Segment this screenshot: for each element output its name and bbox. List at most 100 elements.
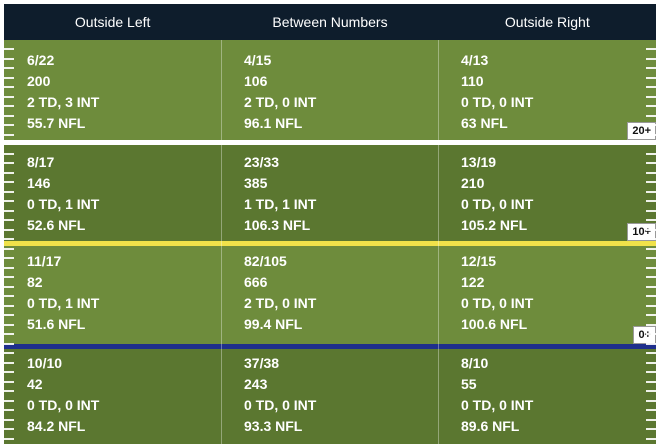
- hash-tick: [646, 295, 656, 297]
- white-line-20: [4, 140, 656, 145]
- hash-tick: [4, 286, 14, 288]
- yards: 210: [461, 175, 485, 191]
- hash-tick: [4, 428, 14, 430]
- yards: 385: [244, 175, 268, 191]
- hash-tick: [646, 96, 656, 98]
- hash-tick: [646, 219, 656, 221]
- hash-tick: [4, 248, 14, 250]
- hash-tick: [4, 257, 14, 259]
- hash-tick: [4, 96, 14, 98]
- hash-tick: [4, 409, 14, 411]
- zone-behind-line: 10/10 42 0 TD, 0 INT 84.2 NFL 37/38 243 …: [4, 349, 656, 444]
- hash-tick: [646, 267, 656, 269]
- hash-tick: [646, 428, 656, 430]
- hash-tick: [646, 238, 656, 240]
- hash-tick: [4, 86, 14, 88]
- nfl-rating: 105.2 NFL: [461, 217, 528, 233]
- hash-tick: [646, 276, 656, 278]
- completions: 6/22: [27, 52, 55, 68]
- cell-outside-right-behind: 8/10 55 0 TD, 0 INT 89.6 NFL: [438, 349, 655, 444]
- nfl-rating: 96.1 NFL: [244, 115, 303, 131]
- completions: 8/10: [461, 355, 489, 371]
- nfl-rating: 84.2 NFL: [27, 418, 86, 434]
- td-int: 0 TD, 0 INT: [461, 196, 534, 212]
- hash-tick: [646, 409, 656, 411]
- nfl-rating: 55.7 NFL: [27, 115, 86, 131]
- completions: 11/17: [27, 253, 62, 269]
- column-header-between-numbers: Between Numbers: [272, 14, 388, 30]
- cell-outside-left-20: 6/22 200 2 TD, 3 INT 55.7 NFL: [4, 40, 221, 140]
- hash-tick: [4, 333, 14, 335]
- completions: 10/10: [27, 355, 63, 371]
- football-field-grid: 6/22 200 2 TD, 3 INT 55.7 NFL 4/15 106 2…: [4, 40, 656, 444]
- hash-tick: [646, 77, 656, 79]
- hash-tick: [4, 172, 14, 174]
- td-int: 0 TD, 0 INT: [461, 94, 534, 110]
- cell-outside-right-20: 4/13 110 0 TD, 0 INT 63 NFL: [438, 40, 655, 140]
- completions: 8/17: [27, 154, 55, 170]
- hash-tick: [646, 210, 656, 212]
- td-int: 2 TD, 0 INT: [244, 295, 317, 311]
- hash-tick: [646, 134, 656, 136]
- hash-tick: [4, 48, 14, 50]
- yard-zone-badge-0: 0+: [633, 326, 656, 344]
- hash-tick: [646, 58, 656, 60]
- completions: 82/105: [244, 253, 287, 269]
- nfl-rating: 106.3 NFL: [244, 217, 311, 233]
- completions: 12/15: [461, 253, 497, 269]
- hash-tick: [4, 219, 14, 221]
- column-divider-left: [221, 40, 222, 444]
- hash-tick: [4, 381, 14, 383]
- nfl-rating: 93.3 NFL: [244, 418, 303, 434]
- hash-tick: [4, 124, 14, 126]
- hash-tick: [646, 419, 656, 421]
- hash-tick: [646, 115, 656, 117]
- td-int: 0 TD, 0 INT: [461, 295, 534, 311]
- hash-tick: [646, 67, 656, 69]
- hash-tick: [4, 58, 14, 60]
- nfl-rating: 63 NFL: [461, 115, 508, 131]
- cell-outside-right-0: 12/15 122 0 TD, 0 INT 100.6 NFL: [438, 246, 655, 344]
- hash-tick: [4, 162, 14, 164]
- completions: 37/38: [244, 355, 280, 371]
- cell-between-numbers-0: 82/105 666 2 TD, 0 INT 99.4 NFL: [221, 246, 438, 344]
- hash-tick: [4, 143, 14, 145]
- hash-tick: [4, 390, 14, 392]
- yards: 200: [27, 73, 51, 89]
- cell-outside-left-0: 11/17 82 0 TD, 1 INT 51.6 NFL: [4, 246, 221, 344]
- hash-tick: [4, 210, 14, 212]
- hash-tick: [646, 362, 656, 364]
- yards: 122: [461, 274, 485, 290]
- hash-tick: [646, 352, 656, 354]
- hash-tick: [4, 400, 14, 402]
- cell-between-numbers-10: 23/33 385 1 TD, 1 INT 106.3 NFL: [221, 145, 438, 241]
- column-divider-right: [438, 40, 439, 444]
- cell-outside-left-10: 8/17 146 0 TD, 1 INT 52.6 NFL: [4, 145, 221, 241]
- hash-tick: [646, 305, 656, 307]
- cell-between-numbers-20: 4/15 106 2 TD, 0 INT 96.1 NFL: [221, 40, 438, 140]
- hash-tick: [4, 352, 14, 354]
- hash-tick: [4, 77, 14, 79]
- yards: 666: [244, 274, 268, 290]
- hash-tick: [4, 371, 14, 373]
- td-int: 2 TD, 0 INT: [244, 94, 317, 110]
- hash-tick: [646, 200, 656, 202]
- hash-tick: [4, 115, 14, 117]
- hash-tick: [646, 438, 656, 440]
- hash-tick: [4, 343, 14, 345]
- hash-tick: [4, 105, 14, 107]
- hash-marks-left: [4, 40, 14, 444]
- blue-line-scrimmage: [4, 344, 656, 349]
- hash-tick: [646, 371, 656, 373]
- hash-tick: [646, 172, 656, 174]
- hash-tick: [646, 86, 656, 88]
- hash-tick: [646, 381, 656, 383]
- hash-tick: [4, 229, 14, 231]
- hash-tick: [646, 162, 656, 164]
- td-int: 0 TD, 0 INT: [27, 397, 100, 413]
- yards: 146: [27, 175, 51, 191]
- hash-tick: [646, 143, 656, 145]
- nfl-rating: 99.4 NFL: [244, 316, 303, 332]
- hash-tick: [646, 286, 656, 288]
- yards: 110: [461, 73, 484, 89]
